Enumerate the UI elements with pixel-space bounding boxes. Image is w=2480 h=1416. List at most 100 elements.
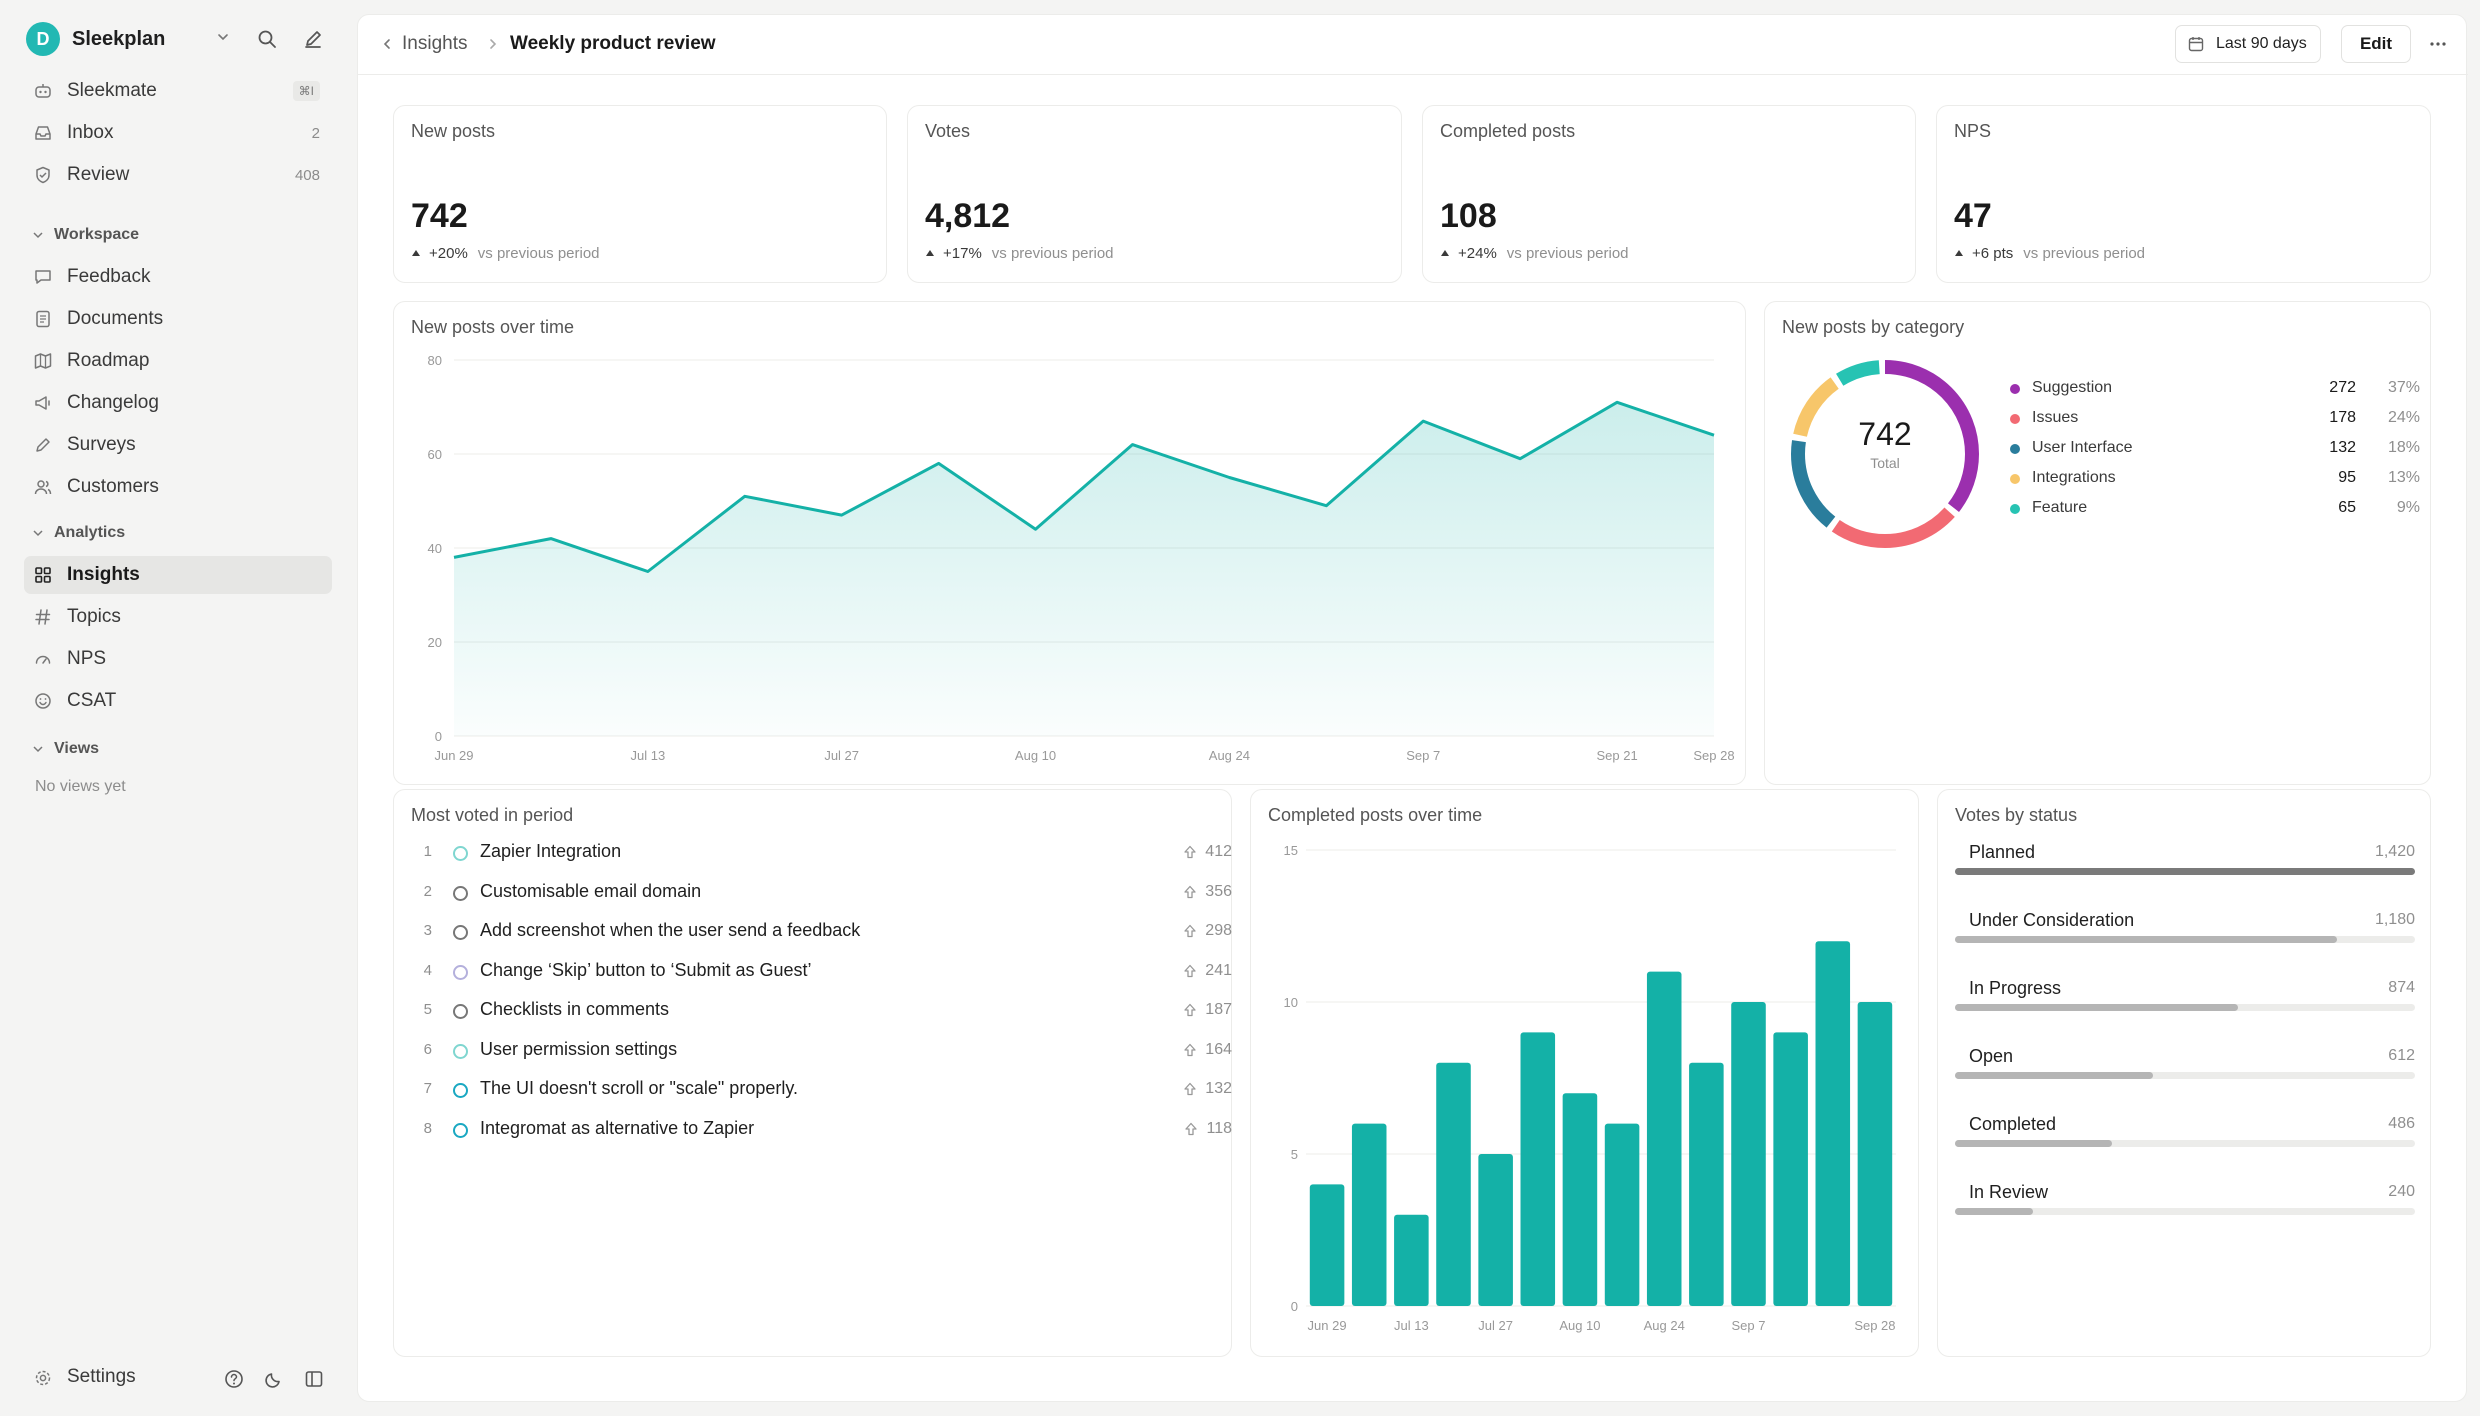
status-count: 874 xyxy=(2388,979,2415,996)
status-count: 1,180 xyxy=(2374,911,2415,928)
list-item[interactable]: 7 The UI doesn't scroll or "scale" proper… xyxy=(412,1073,1232,1107)
status-row[interactable]: Open 612 xyxy=(1955,1046,2415,1096)
vote-number: 132 xyxy=(1205,1080,1232,1097)
progress-fill xyxy=(1955,936,2338,943)
status-row[interactable]: In Progress 874 xyxy=(1955,978,2415,1028)
sidebar-item-topics[interactable]: Topics xyxy=(24,598,332,636)
shield-check-icon xyxy=(36,166,50,184)
calendar-icon xyxy=(2188,37,2204,52)
status-label: In Progress xyxy=(1969,978,2062,998)
sidebar-item-label: Changelog xyxy=(67,392,159,413)
breadcrumb-insights[interactable]: Insights xyxy=(402,33,468,54)
x-tick-label: Jul 13 xyxy=(630,748,665,763)
legend-percent: 9% xyxy=(2396,499,2420,516)
progress-fill xyxy=(1955,1072,2154,1079)
progress-track xyxy=(1955,1004,2415,1011)
moon-icon[interactable] xyxy=(264,1369,284,1389)
upvote-icon xyxy=(1184,885,1196,898)
workspace-switcher[interactable]: D Sleekplan xyxy=(26,22,165,56)
stat-value: 4,812 xyxy=(925,197,1011,235)
donut-slice xyxy=(1791,360,1979,548)
bar xyxy=(1394,1214,1429,1306)
delta-value: +20% xyxy=(429,245,468,262)
sidebar-item-sleekmate[interactable]: Sleekmate ⌘I xyxy=(24,72,332,110)
help-icon[interactable] xyxy=(224,1369,244,1389)
donut-slice xyxy=(1791,360,1979,548)
sidebar-item-customers[interactable]: Customers xyxy=(24,468,332,506)
list-item[interactable]: 1 Zapier Integration 412 xyxy=(412,836,1232,870)
vote-number: 241 xyxy=(1205,961,1232,979)
sidebar-item-roadmap[interactable]: Roadmap xyxy=(24,342,332,380)
vote-number: 412 xyxy=(1205,843,1232,860)
sidebar-item-inbox[interactable]: Inbox 2 xyxy=(24,114,332,152)
status-count: 240 xyxy=(2388,1183,2415,1200)
section-views[interactable]: Views xyxy=(32,736,99,762)
section-workspace[interactable]: Workspace xyxy=(32,222,139,248)
stat-card-nps: NPS 47 +6 pts vs previous period xyxy=(1936,105,2431,283)
list-item[interactable]: 5 Checklists in comments 187 xyxy=(412,994,1232,1028)
stat-title: Votes xyxy=(925,121,971,141)
sidebar-item-surveys[interactable]: Surveys xyxy=(24,426,332,464)
card-new-posts-by-category: New posts by category 742 Total Suggesti… xyxy=(1764,301,2431,785)
sidebar-item-changelog[interactable]: Changelog xyxy=(24,384,332,422)
vote-count: 356 xyxy=(1183,883,1232,901)
section-title: Workspace xyxy=(54,226,140,243)
legend-value: 95 xyxy=(2338,469,2356,486)
chevron-down-icon xyxy=(33,746,43,753)
search-button[interactable] xyxy=(254,26,280,52)
list-item[interactable]: 6 User permission settings 164 xyxy=(412,1034,1232,1068)
delta-value: +6 pts xyxy=(1972,245,2014,262)
sidebar-item-feedback[interactable]: Feedback xyxy=(24,258,332,296)
bar xyxy=(1562,1093,1598,1306)
status-label: Planned xyxy=(1969,842,2036,862)
compose-button[interactable] xyxy=(300,26,326,52)
y-tick-label: 40 xyxy=(428,541,442,556)
status-icon xyxy=(453,885,468,901)
legend-item: Integrations 95 13% xyxy=(2010,468,2420,492)
more-icon[interactable] xyxy=(2427,33,2449,55)
donut-chart xyxy=(1791,360,1979,548)
x-tick-label: Jul 27 xyxy=(1478,1318,1513,1333)
shortcut-badge: ⌘I xyxy=(292,81,320,101)
sidebar-item-documents[interactable]: Documents xyxy=(24,300,332,338)
date-range-button[interactable]: Last 90 days xyxy=(2175,25,2321,63)
line-chart: 0 20 40 60 80 Jun 29 Jul 13 Jul 27 Aug 10 Aug 24 S… xyxy=(428,353,1735,763)
post-title: Add screenshot when the user send a feed… xyxy=(480,920,861,940)
sidebar-item-nps[interactable]: NPS xyxy=(24,640,332,678)
legend-item: Issues 178 24% xyxy=(2010,408,2420,432)
status-count: 1,420 xyxy=(2374,843,2415,860)
list-item[interactable]: 4 Change ‘Skip’ button to ‘Submit as Gues… xyxy=(412,955,1232,989)
legend-swatch xyxy=(2010,504,2020,514)
progress-track xyxy=(1955,868,2415,875)
section-analytics[interactable]: Analytics xyxy=(32,520,125,546)
status-row[interactable]: In Review 240 xyxy=(1955,1182,2415,1232)
vote-count: 241 xyxy=(1183,962,1232,980)
list-item[interactable]: 2 Customisable email domain 356 xyxy=(412,876,1232,910)
chevron-left-icon[interactable] xyxy=(380,37,394,51)
vote-number: 118 xyxy=(1206,1119,1232,1137)
edit-button[interactable]: Edit xyxy=(2341,25,2411,63)
status-row[interactable]: Under Consideration 1,180 xyxy=(1955,910,2415,960)
sidebar-item-insights[interactable]: Insights xyxy=(24,556,332,594)
list-item[interactable]: 3 Add screenshot when the user send a fee… xyxy=(412,915,1232,949)
chevron-down-icon[interactable] xyxy=(216,30,230,44)
vote-number: 187 xyxy=(1205,1001,1232,1018)
status-row[interactable]: Completed 486 xyxy=(1955,1114,2415,1164)
list-item[interactable]: 8 Integromat as alternative to Zapier 118 xyxy=(412,1113,1232,1147)
status-row[interactable]: Planned 1,420 xyxy=(1955,842,2415,892)
status-label: In Review xyxy=(1969,1182,2049,1202)
bot-icon xyxy=(35,84,51,98)
sidebar-toggle-icon[interactable] xyxy=(304,1369,324,1389)
rank-number: 8 xyxy=(423,1119,432,1137)
chart-title: New posts over time xyxy=(411,317,575,337)
delta-value: +24% xyxy=(1458,245,1497,262)
status-label: Open xyxy=(1969,1046,2014,1066)
arrow-up-icon xyxy=(926,249,934,256)
sidebar-item-settings[interactable]: Settings xyxy=(24,1360,332,1396)
sidebar-item-review[interactable]: Review 408 xyxy=(24,156,332,194)
delta-caption: vs previous period xyxy=(1506,245,1629,262)
progress-fill xyxy=(1955,1140,2113,1147)
delta-value: +17% xyxy=(943,245,982,262)
sidebar-item-csat[interactable]: CSAT xyxy=(24,682,332,720)
rank-number: 2 xyxy=(423,882,432,900)
